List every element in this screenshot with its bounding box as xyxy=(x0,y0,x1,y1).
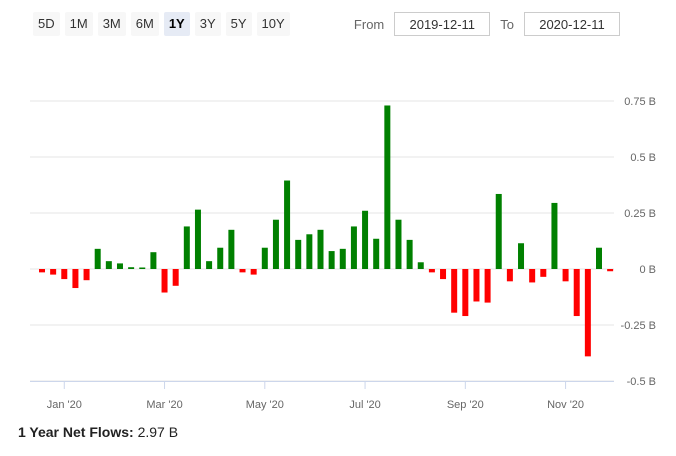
flow-bar[interactable] xyxy=(384,105,391,269)
flow-bar[interactable] xyxy=(284,180,291,269)
flow-bar[interactable] xyxy=(317,229,324,269)
flow-bar[interactable] xyxy=(440,269,447,280)
flow-bar[interactable] xyxy=(506,269,513,282)
flow-bar[interactable] xyxy=(172,269,179,286)
range-button-10y[interactable]: 10Y xyxy=(256,12,290,36)
from-label: From xyxy=(353,16,385,32)
flow-bar[interactable] xyxy=(562,269,569,282)
range-button-1m[interactable]: 1M xyxy=(64,12,93,36)
flow-bar[interactable] xyxy=(116,263,123,269)
flow-bar[interactable] xyxy=(83,269,90,281)
flow-bar[interactable] xyxy=(607,269,614,272)
y-tick-label: 0 B xyxy=(639,264,656,276)
y-tick-label: 0.25 B xyxy=(624,208,656,220)
net-flows-summary: 1 Year Net Flows: 2.97 B xyxy=(18,424,178,440)
flow-bar[interactable] xyxy=(239,269,246,273)
flow-bar[interactable] xyxy=(61,269,68,280)
y-tick-label: -0.5 B xyxy=(627,376,656,388)
flow-bar[interactable] xyxy=(518,243,525,269)
to-label: To xyxy=(500,16,514,32)
flow-bar[interactable] xyxy=(495,193,502,269)
flow-bar[interactable] xyxy=(194,209,201,269)
flow-bar[interactable] xyxy=(362,210,369,269)
range-button-5y[interactable]: 5Y xyxy=(225,12,252,36)
date-range: From To xyxy=(344,12,620,36)
range-button-3y[interactable]: 3Y xyxy=(194,12,221,36)
flow-bar[interactable] xyxy=(473,269,480,302)
flow-bar[interactable] xyxy=(94,248,101,269)
flow-bar[interactable] xyxy=(39,269,45,273)
flow-bar[interactable] xyxy=(261,247,268,269)
flow-bar[interactable] xyxy=(139,267,146,270)
flow-bar[interactable] xyxy=(206,261,213,269)
flow-bar[interactable] xyxy=(350,226,357,269)
flow-bar[interactable] xyxy=(406,239,413,269)
x-tick-label: Nov '20 xyxy=(547,399,584,411)
x-tick-label: May '20 xyxy=(246,399,284,411)
range-button-6m[interactable]: 6M xyxy=(130,12,159,36)
y-tick-label: -0.25 B xyxy=(621,320,656,332)
flow-bar[interactable] xyxy=(50,269,57,275)
to-date-input[interactable] xyxy=(524,12,620,36)
flow-bar[interactable] xyxy=(105,261,112,269)
flow-bar[interactable] xyxy=(272,219,279,269)
flow-bar[interactable] xyxy=(72,269,79,289)
flow-bar[interactable] xyxy=(596,247,602,269)
flow-bar[interactable] xyxy=(306,234,313,269)
y-tick-label: 0.75 B xyxy=(624,96,656,108)
net-flows-label: 1 Year Net Flows: xyxy=(18,424,134,440)
range-button-1y[interactable]: 1Y xyxy=(163,12,190,36)
y-tick-label: 0.5 B xyxy=(630,152,656,164)
flow-bar[interactable] xyxy=(584,269,591,357)
flow-bar[interactable] xyxy=(484,269,491,303)
flow-bar[interactable] xyxy=(540,269,547,277)
net-flows-chart: 0.75 B 0.5 B 0.25 B 0 B -0.25 B -0.5 B Jan '20… xyxy=(30,96,656,411)
flow-bar[interactable] xyxy=(451,269,458,313)
flow-bar[interactable] xyxy=(250,269,257,275)
flow-bar[interactable] xyxy=(551,202,558,269)
net-flows-value: 2.97 B xyxy=(137,424,179,440)
flow-bar[interactable] xyxy=(295,239,302,269)
flow-bar[interactable] xyxy=(339,248,346,269)
range-buttons: 5D 1M 3M 6M 1Y 3Y 5Y 10Y xyxy=(33,12,290,36)
flow-bar[interactable] xyxy=(217,247,224,269)
x-tick-label: Sep '20 xyxy=(447,399,484,411)
flow-bar[interactable] xyxy=(228,229,235,269)
flow-bar[interactable] xyxy=(183,226,190,269)
x-tick-label: Mar '20 xyxy=(146,399,182,411)
flow-bar[interactable] xyxy=(573,269,580,317)
from-date-input[interactable] xyxy=(394,12,491,36)
flow-bar[interactable] xyxy=(328,251,335,269)
x-tick-label: Jan '20 xyxy=(47,399,82,411)
flow-bar[interactable] xyxy=(417,262,424,269)
flow-bar[interactable] xyxy=(529,269,536,283)
flow-bar[interactable] xyxy=(428,269,435,273)
x-tick-label: Jul '20 xyxy=(349,399,380,411)
flow-bar[interactable] xyxy=(395,219,402,269)
flow-bar[interactable] xyxy=(150,252,157,269)
range-button-5d[interactable]: 5D xyxy=(33,12,60,36)
range-button-3m[interactable]: 3M xyxy=(97,12,126,36)
flow-bar[interactable] xyxy=(128,267,135,269)
flow-bar[interactable] xyxy=(462,269,469,317)
flow-bar[interactable] xyxy=(161,269,168,293)
flow-bar[interactable] xyxy=(373,238,380,269)
